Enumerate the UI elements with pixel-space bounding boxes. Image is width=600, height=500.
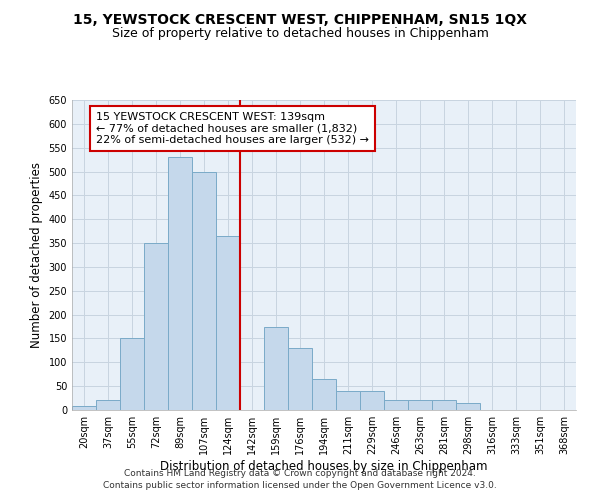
- Bar: [216, 236, 240, 410]
- Text: 15, YEWSTOCK CRESCENT WEST, CHIPPENHAM, SN15 1QX: 15, YEWSTOCK CRESCENT WEST, CHIPPENHAM, …: [73, 12, 527, 26]
- Bar: [168, 157, 192, 410]
- Bar: [120, 338, 144, 410]
- Text: 15 YEWSTOCK CRESCENT WEST: 139sqm
← 77% of detached houses are smaller (1,832)
2: 15 YEWSTOCK CRESCENT WEST: 139sqm ← 77% …: [96, 112, 369, 145]
- Bar: [192, 172, 216, 410]
- Bar: [408, 400, 432, 410]
- Bar: [288, 348, 312, 410]
- Text: Contains HM Land Registry data © Crown copyright and database right 2024.
Contai: Contains HM Land Registry data © Crown c…: [103, 468, 497, 490]
- Bar: [336, 391, 360, 410]
- Bar: [360, 391, 384, 410]
- Bar: [432, 400, 456, 410]
- Bar: [312, 379, 336, 410]
- Bar: [264, 326, 288, 410]
- Bar: [456, 403, 480, 410]
- Bar: [384, 400, 408, 410]
- Text: Size of property relative to detached houses in Chippenham: Size of property relative to detached ho…: [112, 28, 488, 40]
- Bar: [72, 406, 96, 410]
- Bar: [96, 400, 120, 410]
- Y-axis label: Number of detached properties: Number of detached properties: [30, 162, 43, 348]
- X-axis label: Distribution of detached houses by size in Chippenham: Distribution of detached houses by size …: [160, 460, 488, 473]
- Bar: [144, 243, 168, 410]
